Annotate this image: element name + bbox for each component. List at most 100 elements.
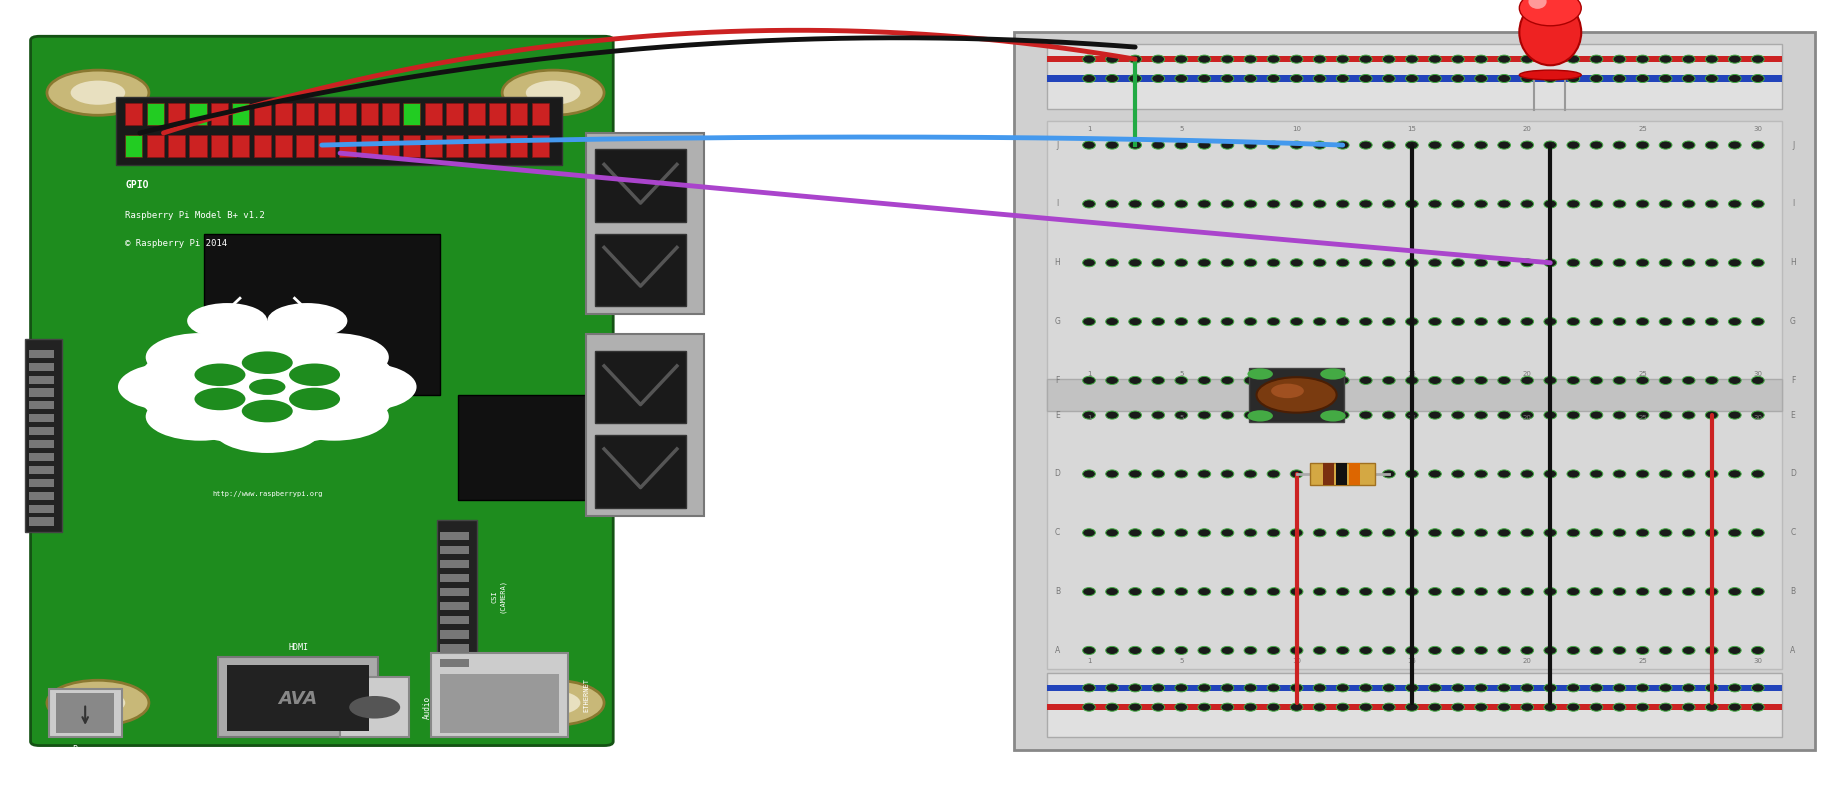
Bar bbox=[339, 677, 408, 737]
Ellipse shape bbox=[1451, 646, 1464, 654]
Text: AVA: AVA bbox=[279, 690, 317, 708]
Ellipse shape bbox=[1382, 141, 1395, 149]
Ellipse shape bbox=[1705, 141, 1717, 149]
Ellipse shape bbox=[1243, 376, 1256, 384]
Ellipse shape bbox=[1289, 200, 1302, 208]
Ellipse shape bbox=[1750, 529, 1763, 537]
Ellipse shape bbox=[1520, 683, 1533, 692]
Ellipse shape bbox=[1198, 529, 1210, 537]
Ellipse shape bbox=[1681, 141, 1694, 149]
Bar bbox=[585, 133, 704, 314]
Ellipse shape bbox=[1382, 376, 1395, 384]
Text: 10: 10 bbox=[1291, 658, 1300, 664]
Text: 5: 5 bbox=[1178, 126, 1183, 132]
Ellipse shape bbox=[1659, 529, 1672, 537]
Text: Raspberry Pi Model B+ v1.2: Raspberry Pi Model B+ v1.2 bbox=[126, 210, 264, 219]
Ellipse shape bbox=[1451, 470, 1464, 478]
Ellipse shape bbox=[1289, 529, 1302, 537]
Ellipse shape bbox=[1289, 703, 1302, 711]
Ellipse shape bbox=[1128, 470, 1141, 478]
Text: 15: 15 bbox=[1407, 126, 1416, 132]
Circle shape bbox=[279, 393, 388, 441]
Ellipse shape bbox=[1451, 411, 1464, 419]
Bar bbox=[232, 135, 250, 157]
Bar bbox=[29, 414, 55, 422]
Ellipse shape bbox=[1750, 259, 1763, 267]
Ellipse shape bbox=[1612, 74, 1624, 82]
Text: H: H bbox=[1054, 258, 1059, 268]
Ellipse shape bbox=[1336, 141, 1349, 149]
Bar bbox=[425, 135, 441, 157]
Ellipse shape bbox=[1590, 376, 1602, 384]
Ellipse shape bbox=[1566, 588, 1579, 596]
Ellipse shape bbox=[1289, 376, 1302, 384]
Ellipse shape bbox=[1336, 683, 1349, 692]
Ellipse shape bbox=[1475, 646, 1486, 654]
Ellipse shape bbox=[1542, 529, 1555, 537]
Ellipse shape bbox=[1612, 588, 1624, 596]
Ellipse shape bbox=[1243, 703, 1256, 711]
Ellipse shape bbox=[1475, 703, 1486, 711]
Text: 1: 1 bbox=[1087, 371, 1090, 377]
Circle shape bbox=[525, 691, 580, 715]
Ellipse shape bbox=[1083, 200, 1096, 208]
Ellipse shape bbox=[1566, 470, 1579, 478]
Ellipse shape bbox=[1105, 411, 1117, 419]
Ellipse shape bbox=[1475, 200, 1486, 208]
Ellipse shape bbox=[1659, 470, 1672, 478]
Ellipse shape bbox=[1475, 259, 1486, 267]
Ellipse shape bbox=[1681, 411, 1694, 419]
Bar bbox=[295, 103, 314, 125]
Ellipse shape bbox=[1475, 588, 1486, 596]
Bar bbox=[339, 103, 355, 125]
Ellipse shape bbox=[1590, 141, 1602, 149]
Ellipse shape bbox=[1635, 529, 1648, 537]
Ellipse shape bbox=[1128, 529, 1141, 537]
Ellipse shape bbox=[1150, 588, 1163, 596]
Ellipse shape bbox=[1336, 318, 1349, 326]
Ellipse shape bbox=[1174, 529, 1187, 537]
Ellipse shape bbox=[1590, 588, 1602, 596]
Ellipse shape bbox=[1750, 646, 1763, 654]
Bar bbox=[1046, 44, 1781, 109]
Ellipse shape bbox=[1520, 646, 1533, 654]
Ellipse shape bbox=[1174, 411, 1187, 419]
Bar bbox=[126, 103, 142, 125]
Ellipse shape bbox=[1635, 683, 1648, 692]
Circle shape bbox=[1256, 377, 1336, 413]
Bar bbox=[1046, 379, 1781, 411]
Ellipse shape bbox=[1336, 74, 1349, 82]
Bar bbox=[168, 103, 186, 125]
Text: G: G bbox=[1788, 317, 1796, 326]
Ellipse shape bbox=[1358, 318, 1371, 326]
Ellipse shape bbox=[1681, 683, 1694, 692]
Ellipse shape bbox=[1590, 55, 1602, 63]
Ellipse shape bbox=[1705, 470, 1717, 478]
Ellipse shape bbox=[1220, 703, 1232, 711]
Ellipse shape bbox=[1083, 588, 1096, 596]
Circle shape bbox=[213, 321, 321, 369]
Circle shape bbox=[47, 680, 149, 725]
Circle shape bbox=[250, 379, 286, 395]
Circle shape bbox=[288, 364, 339, 386]
Bar bbox=[403, 103, 421, 125]
Ellipse shape bbox=[1612, 529, 1624, 537]
Text: 20: 20 bbox=[1522, 658, 1531, 664]
Ellipse shape bbox=[1313, 376, 1325, 384]
Ellipse shape bbox=[1427, 411, 1440, 419]
Bar bbox=[1323, 463, 1334, 485]
Ellipse shape bbox=[1289, 588, 1302, 596]
Ellipse shape bbox=[1382, 588, 1395, 596]
Ellipse shape bbox=[1220, 259, 1232, 267]
Ellipse shape bbox=[1705, 683, 1717, 692]
Bar bbox=[594, 234, 685, 306]
Ellipse shape bbox=[1198, 470, 1210, 478]
Ellipse shape bbox=[1128, 259, 1141, 267]
Ellipse shape bbox=[1198, 588, 1210, 596]
Text: I: I bbox=[1056, 199, 1057, 209]
Bar bbox=[29, 505, 55, 513]
Ellipse shape bbox=[1382, 200, 1395, 208]
Ellipse shape bbox=[1451, 588, 1464, 596]
Ellipse shape bbox=[1659, 200, 1672, 208]
Ellipse shape bbox=[1243, 646, 1256, 654]
